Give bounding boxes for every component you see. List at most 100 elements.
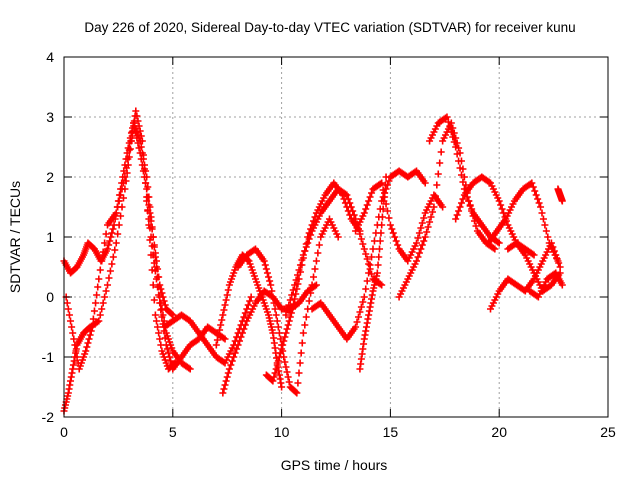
data-point <box>359 298 367 306</box>
data-point <box>92 299 100 307</box>
data-point <box>310 273 318 281</box>
data-point <box>494 238 502 246</box>
data-point <box>273 361 281 369</box>
data-point <box>134 117 142 125</box>
data-point <box>127 137 135 145</box>
data-point <box>67 317 75 325</box>
data-point <box>334 233 342 241</box>
data-point <box>376 237 384 245</box>
data-point <box>283 368 291 376</box>
data-point <box>281 333 289 341</box>
data-point <box>290 300 298 308</box>
data-point <box>73 353 81 361</box>
data-point <box>357 235 365 243</box>
data-point <box>294 280 302 288</box>
data-point <box>84 339 92 347</box>
data-point <box>65 311 73 319</box>
data-point <box>421 179 429 187</box>
data-point <box>541 221 549 229</box>
data-point <box>223 291 231 299</box>
data-point <box>238 329 246 337</box>
chart-title: Day 226 of 2020, Sidereal Day-to-day VTE… <box>84 20 575 35</box>
data-point <box>442 114 450 122</box>
data-point <box>143 197 151 205</box>
data-point <box>271 305 279 313</box>
data-point <box>112 239 120 247</box>
data-point <box>222 377 230 385</box>
data-point <box>105 241 113 249</box>
data-point <box>284 321 292 329</box>
data-point <box>274 357 282 365</box>
data-point <box>169 311 177 319</box>
data-point <box>132 129 140 137</box>
data-point <box>167 357 175 365</box>
data-point <box>443 113 451 121</box>
data-point <box>159 293 167 301</box>
data-point <box>285 301 293 309</box>
data-point <box>102 230 110 238</box>
data-point <box>539 215 547 223</box>
series-arc-14 <box>395 119 499 301</box>
data-point <box>71 341 79 349</box>
series-arc-5 <box>160 293 255 367</box>
data-point <box>220 306 228 314</box>
data-point <box>495 197 503 205</box>
data-point <box>459 178 467 186</box>
data-point <box>233 345 241 353</box>
data-point <box>260 257 268 265</box>
data-point <box>388 225 396 233</box>
x-tick-label: 0 <box>60 424 68 440</box>
data-point <box>294 271 302 279</box>
data-point <box>378 179 386 187</box>
data-point <box>558 281 566 289</box>
data-point <box>222 296 230 304</box>
data-point <box>117 191 125 199</box>
data-point <box>154 283 162 291</box>
data-point <box>302 243 310 251</box>
y-axis-label: SDTVAR / TECUs <box>7 181 23 293</box>
data-point <box>270 299 278 307</box>
data-point <box>356 308 364 316</box>
data-point <box>266 277 274 285</box>
data-point <box>365 269 373 277</box>
data-point <box>114 203 122 211</box>
data-point <box>457 199 465 207</box>
data-point <box>99 248 107 256</box>
data-point <box>420 237 428 245</box>
series-arc-15 <box>426 113 503 247</box>
data-point <box>305 235 313 243</box>
data-point <box>373 269 381 277</box>
data-point <box>308 281 316 289</box>
data-point <box>489 244 497 252</box>
data-point <box>93 291 101 299</box>
data-point <box>109 225 117 233</box>
data-point <box>286 296 294 304</box>
data-point <box>414 234 422 242</box>
y-tick-label: 1 <box>46 229 54 245</box>
data-point <box>287 309 295 317</box>
data-point <box>106 267 114 275</box>
data-point <box>377 229 385 237</box>
data-point <box>135 144 143 152</box>
series-arc-8 <box>234 215 342 397</box>
data-point <box>553 255 561 263</box>
data-point <box>136 127 144 135</box>
data-point <box>289 286 297 294</box>
series-arc-21 <box>554 185 566 205</box>
data-point <box>142 179 150 187</box>
x-axis-label: GPS time / hours <box>281 457 388 473</box>
data-point <box>152 275 160 283</box>
data-point <box>529 250 537 258</box>
data-point <box>286 313 294 321</box>
data-point <box>280 337 288 345</box>
data-point <box>147 233 155 241</box>
data-points <box>60 107 566 415</box>
data-point <box>456 203 464 211</box>
data-point <box>298 256 306 264</box>
data-point <box>87 327 95 335</box>
data-point <box>271 369 279 377</box>
data-point <box>268 287 276 295</box>
series-arc-13 <box>352 179 447 265</box>
data-point <box>241 309 249 317</box>
series-arc-9 <box>262 179 364 385</box>
